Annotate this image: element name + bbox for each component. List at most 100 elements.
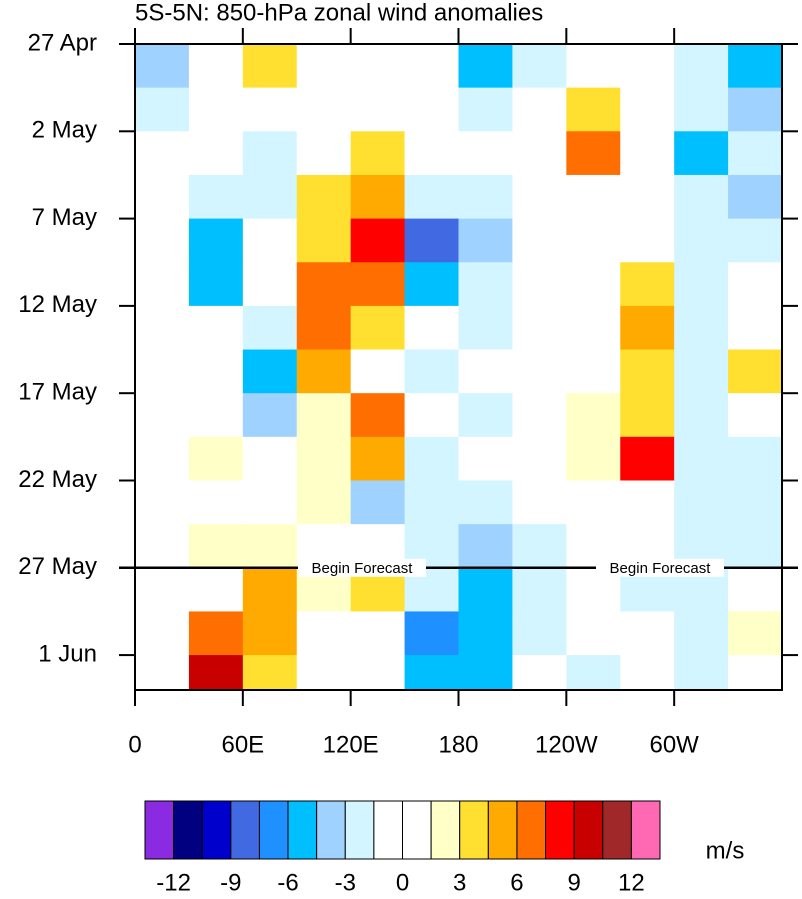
cell	[242, 44, 298, 89]
cell	[566, 218, 621, 263]
cell	[566, 480, 621, 525]
cell	[620, 655, 675, 690]
colorbar-tick-label: -3	[335, 869, 356, 896]
cell	[242, 87, 298, 132]
cell	[674, 262, 729, 307]
cell	[296, 611, 352, 656]
cell	[458, 131, 513, 176]
cell	[620, 436, 675, 481]
cell	[728, 305, 782, 351]
cell	[458, 655, 513, 690]
cell	[674, 480, 729, 525]
cell	[404, 218, 459, 263]
cell	[512, 611, 567, 656]
cell	[458, 349, 513, 394]
cell	[242, 567, 298, 612]
cell	[728, 611, 782, 656]
cell	[674, 349, 729, 394]
cell	[350, 393, 406, 438]
cell	[296, 87, 352, 132]
cell	[404, 611, 459, 656]
cell	[135, 44, 190, 89]
cell	[350, 655, 406, 690]
colorbar-box	[373, 800, 403, 860]
cell	[296, 174, 352, 220]
cell	[458, 480, 513, 525]
cell	[188, 480, 244, 525]
cell	[242, 349, 298, 394]
cell	[674, 131, 729, 176]
cell	[404, 174, 459, 220]
cell	[620, 44, 675, 89]
y-tick-label: 12 May	[18, 291, 97, 318]
cell	[188, 262, 244, 307]
colorbar-tick-label: 6	[510, 869, 523, 896]
cell	[404, 655, 459, 690]
colorbar-box	[573, 800, 604, 860]
cell	[728, 44, 782, 89]
cell	[242, 655, 298, 690]
cell	[512, 655, 567, 690]
x-tick-label: 60W	[649, 731, 699, 758]
cell	[296, 480, 352, 525]
cell	[674, 87, 729, 132]
cell	[728, 349, 782, 394]
cell	[296, 44, 352, 89]
y-tick-label: 27 Apr	[28, 29, 97, 56]
field	[135, 44, 782, 690]
cell	[188, 218, 244, 263]
colorbar-box	[201, 800, 232, 860]
cell	[674, 174, 729, 220]
colorbar-box	[516, 800, 547, 860]
cell	[566, 174, 621, 220]
cell	[728, 524, 782, 569]
cell	[620, 131, 675, 176]
cell	[512, 131, 567, 176]
cell	[512, 218, 567, 263]
cell	[188, 611, 244, 656]
cell	[350, 174, 406, 220]
cell	[620, 480, 675, 525]
cell	[404, 305, 459, 351]
cell	[512, 174, 567, 220]
cell	[135, 174, 190, 220]
cell	[458, 567, 513, 612]
cell	[242, 174, 298, 220]
x-tick-label: 120E	[323, 731, 379, 758]
cell	[242, 393, 298, 438]
cell	[674, 305, 729, 351]
cell	[728, 131, 782, 176]
cell	[188, 131, 244, 176]
cell	[135, 567, 190, 612]
colorbar-box	[344, 800, 375, 860]
cell	[728, 393, 782, 438]
cell	[458, 305, 513, 351]
colorbar-box	[402, 800, 432, 860]
cell	[188, 567, 244, 612]
colorbar-tick-label: 3	[453, 869, 466, 896]
cell	[566, 87, 621, 132]
x-tick-label: 0	[128, 731, 141, 758]
colorbar-tick-label: 12	[618, 869, 645, 896]
cell	[296, 655, 352, 690]
y-tick-label: 17 May	[18, 379, 97, 406]
cell	[458, 436, 513, 481]
cell	[188, 305, 244, 351]
cell	[620, 349, 675, 394]
annotation-bg	[596, 558, 724, 577]
cell	[296, 131, 352, 176]
cell	[404, 349, 459, 394]
cell	[188, 44, 244, 89]
cell	[350, 436, 406, 481]
cell	[404, 44, 459, 89]
cell	[242, 480, 298, 525]
cell	[135, 305, 190, 351]
cell	[242, 218, 298, 263]
colorbar-box	[430, 800, 461, 860]
cell	[620, 611, 675, 656]
overlay: 27 Apr 2 May 7 May 12 May 17 May 22 May 27 May…	[18, 28, 798, 896]
cell	[620, 87, 675, 132]
cell	[404, 131, 459, 176]
cell	[296, 218, 352, 263]
